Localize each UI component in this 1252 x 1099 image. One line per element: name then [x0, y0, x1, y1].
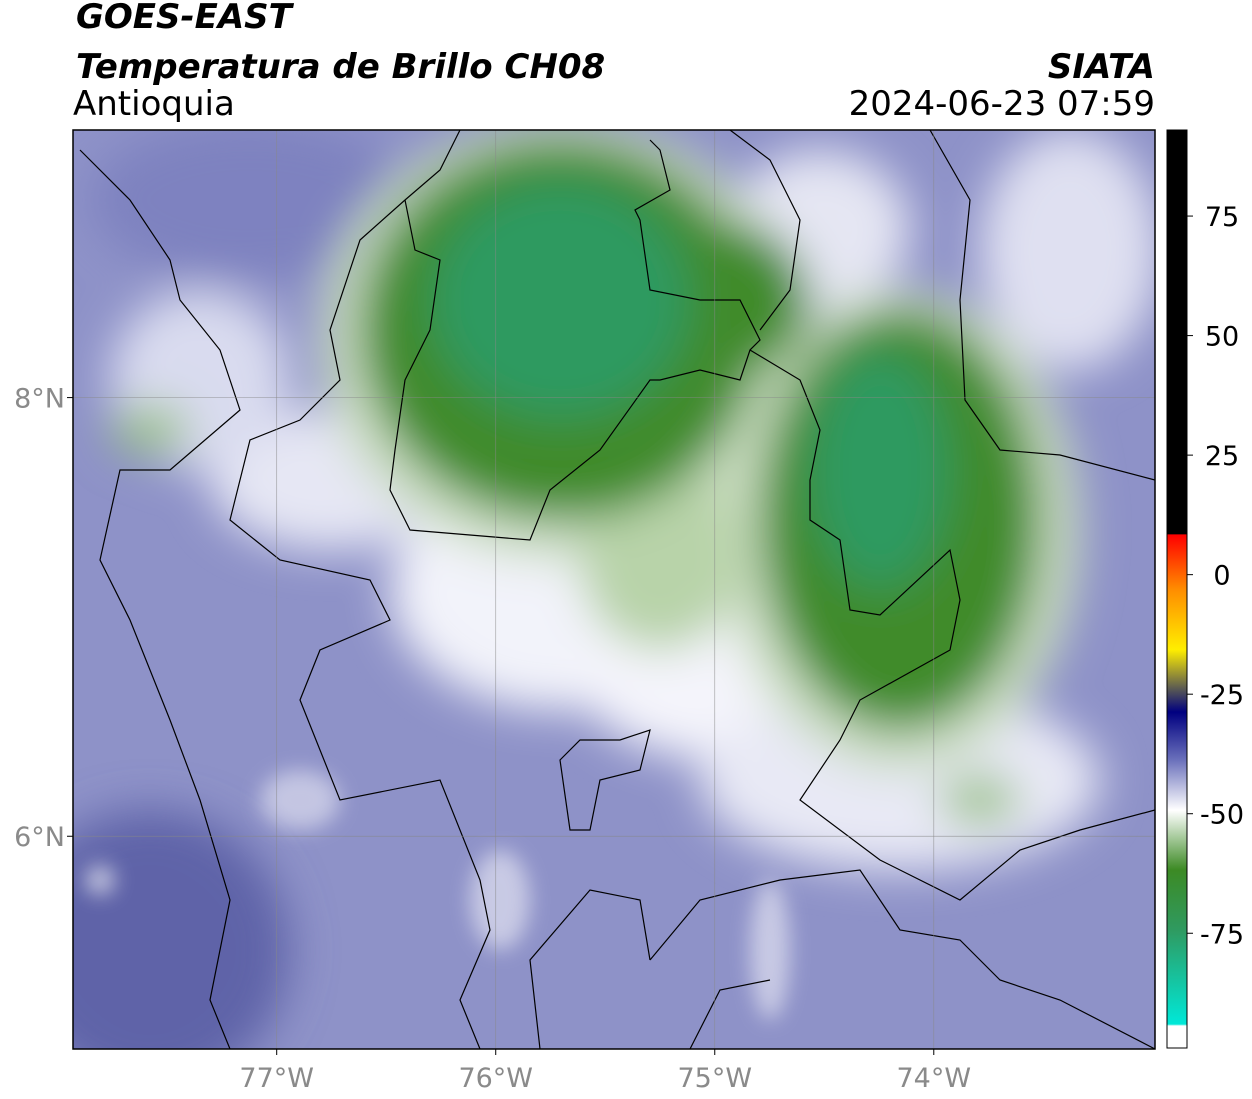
colorbar: [1166, 129, 1188, 1049]
x-tick-label: 77°W: [239, 1063, 314, 1094]
region: Antioquia: [73, 84, 235, 124]
colorbar-tick-label: -50: [1200, 800, 1244, 831]
x-tick-label: 76°W: [458, 1063, 533, 1094]
satellite: GOES-EAST: [76, 0, 295, 37]
x-tick-label: 75°W: [677, 1063, 752, 1094]
y-tick-label: 6°N: [14, 822, 65, 853]
colorbar-tick-label: -75: [1200, 919, 1244, 950]
product: Temperatura de Brillo CH08: [76, 47, 605, 87]
map-frame: [72, 129, 1156, 1050]
source: SIATA: [1048, 47, 1155, 87]
grid: [73, 130, 1155, 1049]
colorbar-tick-label: 50: [1205, 322, 1239, 353]
map-image: [73, 130, 1155, 1049]
colorbar-tick-label: 75: [1205, 202, 1239, 233]
colorbar-tick-label: -25: [1200, 680, 1244, 711]
y-tick-label: 8°N: [14, 384, 65, 415]
colorbar-tick-label: 25: [1205, 441, 1239, 472]
x-tick-label: 74°W: [897, 1063, 972, 1094]
colorbar-tick-label: 0: [1213, 561, 1230, 592]
datetime: 2024-06-23 07:59: [849, 84, 1155, 124]
